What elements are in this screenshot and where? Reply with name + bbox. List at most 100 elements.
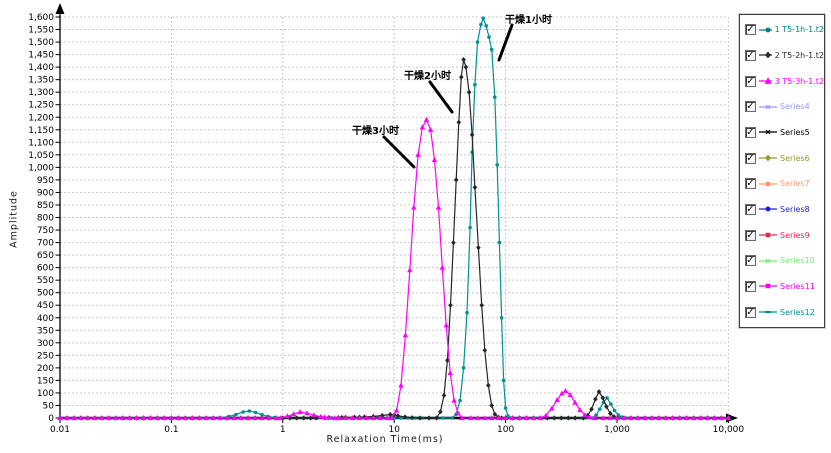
marker <box>140 415 147 421</box>
series-glyph-icon <box>759 181 777 187</box>
marker <box>393 407 400 413</box>
series-checkbox[interactable]: ✓ <box>745 49 756 61</box>
marker <box>608 410 613 417</box>
marker <box>509 415 516 421</box>
marker <box>577 407 583 413</box>
y-tick-label: 400 <box>37 314 54 324</box>
legend-item-Series6[interactable]: ✓ Series6 <box>740 152 824 165</box>
marker <box>441 416 445 420</box>
series-checkbox[interactable]: ✓ <box>745 152 756 164</box>
marker <box>434 415 439 421</box>
marker <box>106 415 112 421</box>
marker <box>459 415 465 421</box>
legend-item-Series9[interactable]: ✓ Series9 <box>740 229 824 242</box>
marker <box>259 415 265 421</box>
legend-item-1-T5-1h-1-t2[interactable]: ✓ 1 T5-1h-1.t2 <box>740 23 824 36</box>
marker <box>133 415 140 421</box>
marker <box>266 415 272 421</box>
marker <box>113 415 119 421</box>
marker <box>99 415 105 421</box>
marker <box>559 390 565 396</box>
marker <box>591 415 598 421</box>
marker <box>301 415 306 421</box>
legend-label: Series10 <box>780 256 815 266</box>
series-checkbox[interactable]: ✓ <box>745 178 756 190</box>
y-tick-label: 250 <box>37 351 54 361</box>
y-tick-label: 1,300 <box>28 88 54 98</box>
marker <box>472 184 478 190</box>
legend-label: Series9 <box>780 230 810 240</box>
marker <box>398 382 404 388</box>
y-tick-label: 1,350 <box>28 76 54 86</box>
legend-item-2-T5-2h-1-t2[interactable]: ✓ 2 T5-2h-1.t2 <box>740 49 824 62</box>
marker <box>419 124 426 130</box>
y-tick-label: 1,000 <box>28 163 54 173</box>
marker <box>441 392 447 398</box>
marker <box>461 57 466 63</box>
series-checkbox[interactable]: ✓ <box>745 101 756 113</box>
legend-label: 3 T5-3h-1.t2 <box>774 76 824 86</box>
marker <box>342 415 349 421</box>
marker <box>451 397 457 403</box>
marker <box>427 126 434 132</box>
marker <box>605 396 609 400</box>
y-axis-arrow-icon <box>55 3 65 14</box>
marker <box>161 415 168 421</box>
x-tick-label: 1 <box>280 425 286 435</box>
marker <box>241 410 245 414</box>
series-checkbox[interactable]: ✓ <box>745 203 756 215</box>
y-tick-label: 350 <box>37 326 54 336</box>
marker <box>612 408 617 413</box>
annotation-leader-line <box>382 135 416 169</box>
marker <box>304 410 310 416</box>
marker <box>469 132 475 138</box>
legend-item-Series8[interactable]: ✓ Series8 <box>740 203 824 216</box>
marker <box>493 95 497 99</box>
marker <box>85 415 91 421</box>
series-checkbox[interactable]: ✓ <box>745 75 756 87</box>
legend-label: 1 T5-1h-1.t2 <box>774 25 824 35</box>
y-tick-label: 750 <box>37 226 54 236</box>
marker <box>189 415 195 421</box>
marker <box>217 415 223 421</box>
y-tick-label: 1,100 <box>28 138 54 148</box>
marker <box>492 411 498 417</box>
series-checkbox[interactable]: ✓ <box>745 229 756 241</box>
series-checkbox[interactable]: ✓ <box>745 24 756 36</box>
series-glyph-icon <box>759 258 777 264</box>
marker <box>234 412 238 417</box>
marker <box>273 415 279 421</box>
marker <box>451 240 456 246</box>
marker <box>459 74 464 80</box>
marker <box>453 177 459 183</box>
legend-item-Series5[interactable]: ✓ Series5 <box>740 126 824 139</box>
marker <box>663 415 669 421</box>
legend-item-Series4[interactable]: ✓ Series4 <box>740 100 824 113</box>
marker <box>479 302 484 308</box>
marker <box>450 416 454 420</box>
marker <box>725 415 732 421</box>
x-tick-label: 100 <box>497 425 514 435</box>
legend-item-Series11[interactable]: ✓ Series11 <box>740 280 824 293</box>
marker <box>431 157 438 162</box>
marker <box>466 89 472 95</box>
y-tick-label: 1,050 <box>28 151 54 161</box>
series-checkbox[interactable]: ✓ <box>745 280 756 292</box>
legend-item-Series10[interactable]: ✓ Series10 <box>740 254 824 267</box>
marker <box>318 413 324 419</box>
marker <box>614 415 620 421</box>
x-tick-label: 0.1 <box>164 425 178 435</box>
series-checkbox[interactable]: ✓ <box>745 255 756 267</box>
legend-item-Series12[interactable]: ✓ Series12 <box>740 306 824 319</box>
series-glyph-icon <box>759 232 777 238</box>
marker <box>92 415 98 421</box>
series-checkbox[interactable]: ✓ <box>745 306 756 318</box>
y-tick-label: 1,150 <box>28 126 54 136</box>
legend-item-Series7[interactable]: ✓ Series7 <box>740 177 824 190</box>
legend-item-3-T5-3h-1-t2[interactable]: ✓ 3 T5-3h-1.t2 <box>740 75 824 88</box>
marker <box>465 310 469 315</box>
marker <box>497 240 502 245</box>
series-checkbox[interactable]: ✓ <box>745 126 756 138</box>
marker <box>426 415 432 421</box>
